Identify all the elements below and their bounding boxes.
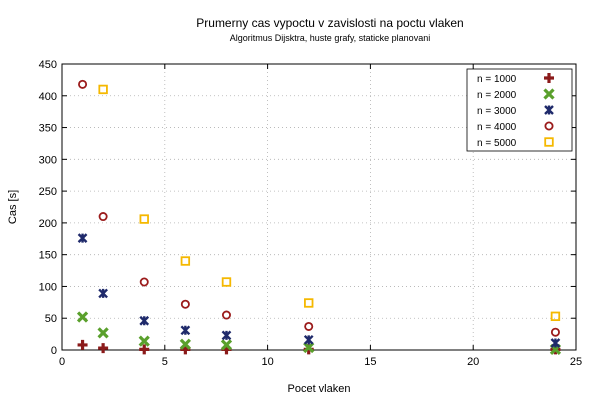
data-point [98, 84, 108, 95]
data-point [77, 339, 88, 350]
data-point [139, 277, 149, 287]
data-point [303, 334, 314, 345]
legend: n = 1000 n = 2000 n = 3000 n = 4000 n = 5000 [466, 68, 573, 152]
legend-label: n = 2000 [477, 90, 517, 101]
x-tick-label: 20 [467, 356, 479, 368]
legend-label: n = 4000 [477, 122, 517, 133]
data-point [78, 79, 88, 89]
legend-marker [544, 137, 554, 147]
series-2 [76, 311, 562, 355]
y-tick-label: 300 [39, 154, 57, 166]
data-point [221, 310, 231, 320]
y-tick-label: 50 [45, 313, 57, 325]
legend-box [466, 68, 573, 152]
plot-frame [61, 63, 577, 351]
data-point [76, 311, 89, 323]
x-axis-label: Pocet vlaken [288, 383, 351, 395]
x-tick-label: 25 [570, 356, 582, 368]
chart-title: Prumerny cas vypoctu v zavislosti na poc… [196, 16, 463, 30]
data-point [180, 299, 190, 309]
x-tick-label: 10 [261, 356, 273, 368]
data-point [77, 233, 88, 243]
data-point [550, 338, 561, 348]
y-tick-label: 100 [39, 281, 57, 293]
data-point [304, 298, 314, 308]
data-point [550, 327, 560, 337]
chart-subtitle: Algoritmus Dijsktra, huste grafy, static… [230, 33, 430, 43]
data-point [180, 325, 191, 336]
data-point [98, 288, 108, 299]
data-point [98, 212, 108, 222]
y-tick-label: 450 [39, 59, 57, 71]
series-1 [77, 339, 561, 355]
legend-marker [544, 121, 554, 131]
y-axis-label: Cas [s] [7, 190, 19, 224]
data-point [550, 311, 561, 322]
legend-marker [544, 105, 554, 115]
data-point [221, 330, 232, 341]
data-point [139, 315, 150, 326]
series-5 [98, 84, 561, 322]
y-tick-label: 150 [39, 250, 57, 262]
data-point [304, 321, 314, 331]
y-tick-label: 400 [39, 91, 57, 103]
data-point [139, 344, 150, 355]
y-tick-label: 350 [39, 123, 57, 135]
legend-label: n = 5000 [477, 138, 517, 149]
legend-label: n = 1000 [477, 74, 517, 85]
legend-marker [544, 73, 554, 83]
data-point [98, 343, 109, 354]
data-point [97, 327, 109, 339]
data-point [220, 339, 233, 351]
series-4 [78, 79, 560, 337]
x-tick-label: 0 [59, 356, 65, 368]
series-3 [77, 233, 561, 348]
data-point [139, 214, 149, 224]
x-tick-label: 15 [364, 356, 376, 368]
x-tick-label: 5 [162, 356, 168, 368]
data-point [180, 256, 191, 266]
y-tick-label: 200 [39, 218, 57, 230]
y-tick-label: 0 [51, 345, 57, 357]
legend-marker [543, 88, 555, 100]
legend-label: n = 3000 [477, 106, 517, 117]
axis-ticks [61, 63, 577, 351]
data-point [221, 277, 232, 287]
data-point [179, 338, 191, 350]
y-tick-label: 250 [39, 186, 57, 198]
data-point [138, 335, 150, 347]
data-points [76, 79, 562, 355]
